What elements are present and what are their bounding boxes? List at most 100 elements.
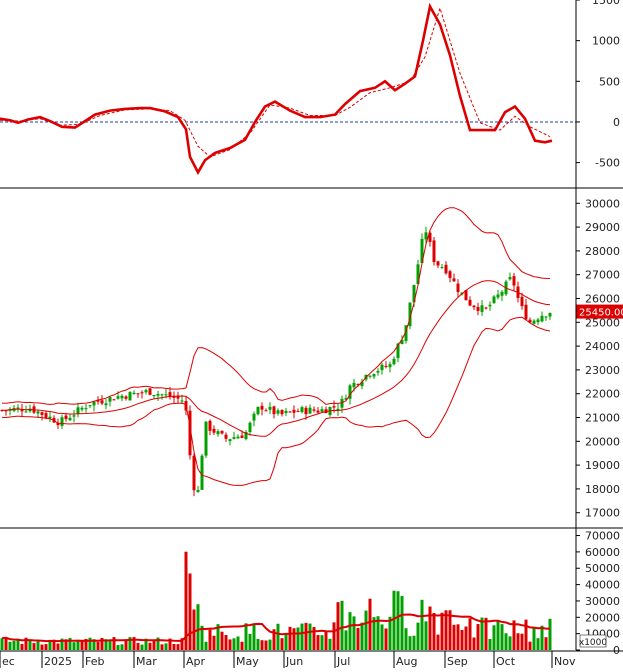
candle-body: [205, 422, 208, 456]
candle-body: [441, 267, 444, 268]
volume-tick-label: 30000: [585, 595, 620, 608]
volume-bar: [5, 637, 8, 650]
candle-body: [469, 300, 472, 306]
candle-body: [373, 374, 376, 377]
candle-body: [45, 413, 48, 418]
volume-bar: [113, 637, 116, 650]
candle-body: [513, 276, 516, 285]
volume-tick-label: 50000: [585, 562, 620, 575]
volume-bar: [225, 635, 228, 650]
volume-bar: [253, 625, 256, 650]
volume-bar: [353, 616, 356, 650]
volume-bar: [497, 620, 500, 650]
candle-body: [77, 407, 80, 413]
volume-bar: [45, 644, 48, 650]
candle-body: [537, 320, 540, 323]
volume-bar: [17, 640, 20, 650]
volume-bar: [349, 612, 352, 650]
x-tick-label: Feb: [85, 655, 104, 668]
volume-bar: [417, 623, 420, 650]
volume-bar: [149, 643, 152, 650]
candle-body: [549, 313, 552, 317]
candle-body: [213, 429, 216, 433]
candle-body: [69, 418, 72, 420]
volume-bar: [73, 642, 76, 650]
volume-bar: [321, 635, 324, 650]
volume-bar: [265, 640, 268, 650]
x-tick-label: ec: [2, 655, 15, 668]
volume-bar: [477, 624, 480, 650]
volume-bar: [381, 624, 384, 650]
volume-bar: [229, 639, 232, 650]
volume-bar: [529, 642, 532, 650]
candle-body: [293, 410, 296, 413]
volume-bar: [257, 639, 260, 650]
volume-bar: [1, 638, 4, 650]
volume-bar: [517, 633, 520, 650]
volume-bar: [325, 631, 328, 650]
candle-body: [229, 439, 232, 441]
price-tick-label: 22000: [585, 388, 620, 401]
candle-body: [353, 383, 356, 387]
volume-bar: [89, 638, 92, 650]
volume-bar: [337, 602, 340, 650]
candle-body: [261, 406, 264, 410]
candle-body: [453, 278, 456, 281]
volume-bar: [141, 645, 144, 650]
volume-bar: [125, 640, 128, 650]
candle-body: [269, 407, 272, 410]
candle-body: [477, 307, 480, 311]
volume-bar: [437, 635, 440, 650]
volume-bar: [97, 642, 100, 650]
volume-tick-label: 60000: [585, 546, 620, 559]
candle-body: [289, 412, 292, 413]
volume-bar: [317, 635, 320, 650]
volume-bar: [361, 623, 364, 650]
volume-bar: [177, 644, 180, 650]
volume-bar: [505, 633, 508, 650]
candle-body: [321, 409, 324, 412]
candle-body: [125, 397, 128, 399]
price-tick-label: 24000: [585, 340, 620, 353]
candle-body: [257, 407, 260, 414]
volume-bar: [297, 627, 300, 650]
volume-bar: [537, 638, 540, 650]
volume-bar: [293, 628, 296, 650]
volume-bar: [433, 613, 436, 650]
oscillator-series-0: [0, 7, 552, 173]
candle-body: [425, 232, 428, 239]
volume-bar: [461, 630, 464, 650]
price-tick-label: 29000: [585, 221, 620, 234]
volume-bar: [285, 634, 288, 650]
candle-body: [197, 490, 200, 492]
candle-body: [253, 414, 256, 421]
candle-body: [157, 394, 160, 396]
candle-body: [193, 456, 196, 490]
candle-body: [501, 292, 504, 296]
candle-body: [209, 421, 212, 431]
volume-bar: [281, 638, 284, 650]
bollinger-middle: [2, 281, 550, 437]
volume-bar: [473, 637, 476, 650]
candle-body: [89, 405, 92, 406]
candle-body: [277, 410, 280, 413]
volume-bar: [213, 636, 216, 650]
candle-body: [337, 409, 340, 410]
price-tick-label: 28000: [585, 245, 620, 258]
volume-bar: [81, 640, 84, 650]
volume-bar: [341, 601, 344, 650]
x-tick-label: May: [236, 655, 259, 668]
volume-bar: [57, 644, 60, 650]
price-tick-label: 23000: [585, 364, 620, 377]
candle-body: [93, 402, 96, 406]
volume-bar: [405, 628, 408, 650]
volume-bar: [117, 645, 120, 650]
volume-bar: [269, 640, 272, 650]
volume-bar: [465, 626, 468, 650]
volume-bar: [221, 632, 224, 650]
volume-bar: [441, 613, 444, 650]
volume-bar: [489, 639, 492, 650]
volume-bar: [13, 641, 16, 650]
volume-bar: [533, 629, 536, 650]
volume-bar: [545, 637, 548, 650]
